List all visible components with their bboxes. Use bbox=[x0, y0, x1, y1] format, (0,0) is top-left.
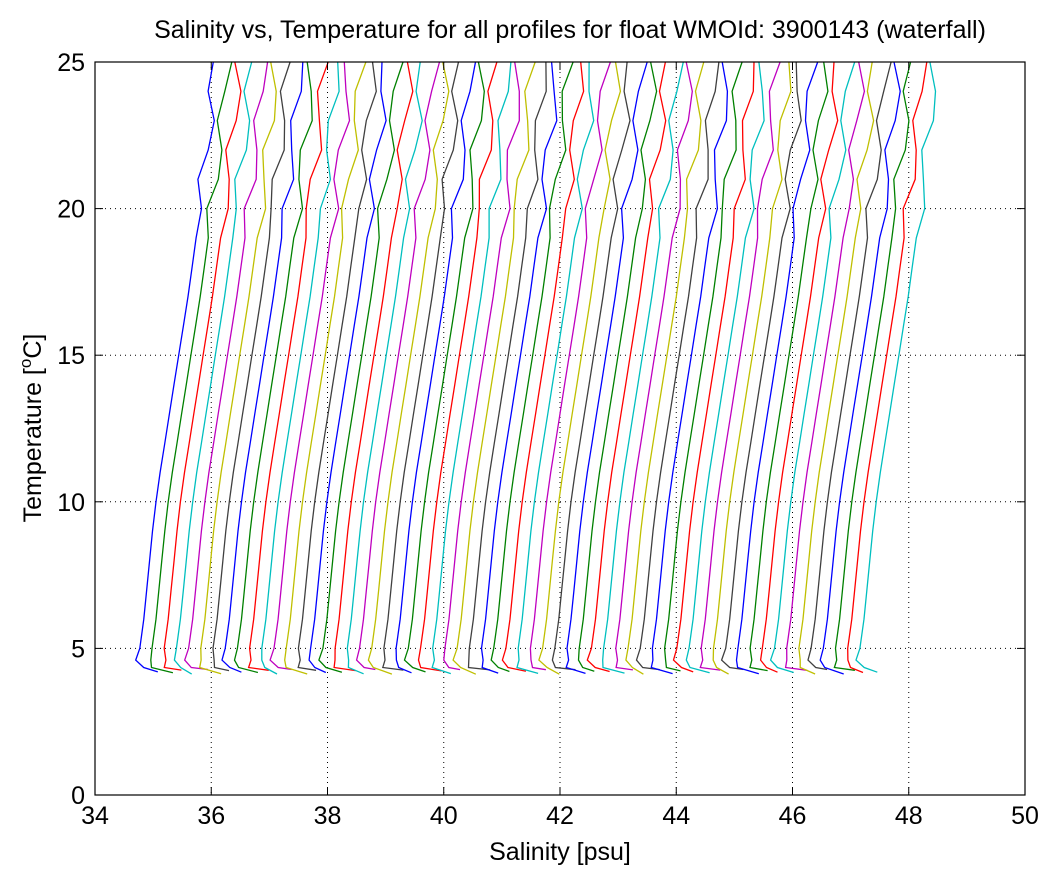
profile-line bbox=[625, 61, 705, 675]
y-axis-title-end: C] bbox=[19, 334, 47, 359]
profile-line bbox=[212, 61, 291, 672]
profile-line bbox=[134, 61, 215, 673]
profile-line bbox=[308, 61, 387, 674]
profile-line bbox=[318, 61, 404, 673]
y-axis-title-main: Temperature [ bbox=[19, 368, 47, 522]
x-tick-label: 50 bbox=[1011, 802, 1039, 830]
profile-line bbox=[847, 61, 928, 674]
y-axis-title: Temperature [oC] bbox=[16, 334, 47, 523]
profile-line bbox=[333, 61, 414, 672]
profile-line bbox=[452, 61, 536, 675]
x-tick-labels: 34 36 38 40 42 44 46 48 50 bbox=[81, 802, 1039, 830]
profile-line bbox=[720, 61, 802, 671]
profile-line bbox=[247, 61, 329, 671]
profile-lines bbox=[134, 61, 937, 675]
profile-line bbox=[833, 61, 912, 671]
axes-frame bbox=[94, 61, 1026, 796]
profile-line bbox=[798, 61, 875, 675]
profile-line bbox=[663, 61, 743, 672]
profile-line bbox=[173, 61, 253, 675]
profile-line bbox=[685, 61, 765, 674]
profile-line bbox=[551, 61, 631, 671]
profile-line bbox=[712, 61, 792, 675]
profile-line bbox=[538, 61, 622, 675]
profile-line bbox=[395, 61, 477, 674]
y-axis-title-superscript: o bbox=[16, 359, 35, 368]
y-tick-labels: 0 5 10 15 20 25 bbox=[57, 49, 85, 810]
x-tick-label: 34 bbox=[81, 802, 109, 830]
y-tick-label: 0 bbox=[71, 782, 85, 810]
profile-line bbox=[163, 61, 242, 671]
profile-line bbox=[467, 61, 547, 671]
profile-line bbox=[586, 61, 667, 673]
chart-title: Salinity vs, Temperature for all profile… bbox=[154, 16, 986, 44]
x-tick-label: 38 bbox=[314, 802, 342, 830]
profile-line bbox=[735, 61, 819, 675]
profile-line bbox=[819, 61, 901, 675]
profile-line bbox=[749, 61, 829, 672]
y-tick-label: 10 bbox=[57, 489, 85, 517]
profile-line bbox=[346, 61, 423, 675]
profile-line bbox=[565, 61, 648, 675]
profile-line bbox=[403, 61, 485, 673]
profile-line bbox=[431, 61, 512, 675]
profile-line bbox=[855, 61, 937, 673]
profile-line bbox=[233, 61, 313, 674]
grid-lines bbox=[95, 62, 1025, 795]
x-tick-label: 44 bbox=[662, 802, 690, 830]
y-tick-label: 25 bbox=[57, 49, 85, 77]
profile-line bbox=[615, 61, 693, 671]
axis-ticks bbox=[94, 61, 1026, 796]
profile-line bbox=[297, 61, 377, 671]
profile-line bbox=[261, 61, 340, 675]
profile-line bbox=[602, 61, 684, 674]
profile-line bbox=[269, 61, 351, 671]
profile-line bbox=[381, 61, 460, 671]
profile-line bbox=[516, 61, 595, 675]
profile-line bbox=[784, 61, 866, 671]
profile-line bbox=[443, 61, 520, 671]
profile-line bbox=[672, 61, 755, 673]
y-tick-label: 5 bbox=[71, 635, 85, 663]
x-tick-label: 48 bbox=[895, 802, 923, 830]
profile-line bbox=[501, 61, 585, 672]
profile-line bbox=[807, 61, 892, 671]
x-tick-label: 42 bbox=[546, 802, 574, 830]
x-tick-label: 36 bbox=[197, 802, 225, 830]
profile-line bbox=[198, 61, 277, 675]
profile-line bbox=[480, 61, 558, 674]
profile-line bbox=[699, 61, 781, 671]
profile-line bbox=[529, 61, 612, 671]
x-tick-label: 46 bbox=[779, 802, 807, 830]
profile-line bbox=[150, 61, 233, 674]
profile-line bbox=[284, 61, 367, 675]
profile-line bbox=[759, 61, 839, 673]
profile-line bbox=[635, 61, 720, 671]
x-axis-title: Salinity [psu] bbox=[489, 838, 631, 866]
profile-line bbox=[417, 61, 498, 672]
y-tick-label: 20 bbox=[57, 196, 85, 224]
profile-line bbox=[577, 61, 658, 672]
profile-line bbox=[650, 61, 729, 675]
profile-line bbox=[221, 61, 304, 673]
x-tick-label: 40 bbox=[430, 802, 458, 830]
profile-line bbox=[355, 61, 441, 671]
profile-line bbox=[769, 61, 856, 674]
profile-line bbox=[490, 61, 574, 673]
y-tick-label: 15 bbox=[57, 342, 85, 370]
profile-line bbox=[367, 61, 450, 675]
profile-line bbox=[183, 61, 269, 671]
